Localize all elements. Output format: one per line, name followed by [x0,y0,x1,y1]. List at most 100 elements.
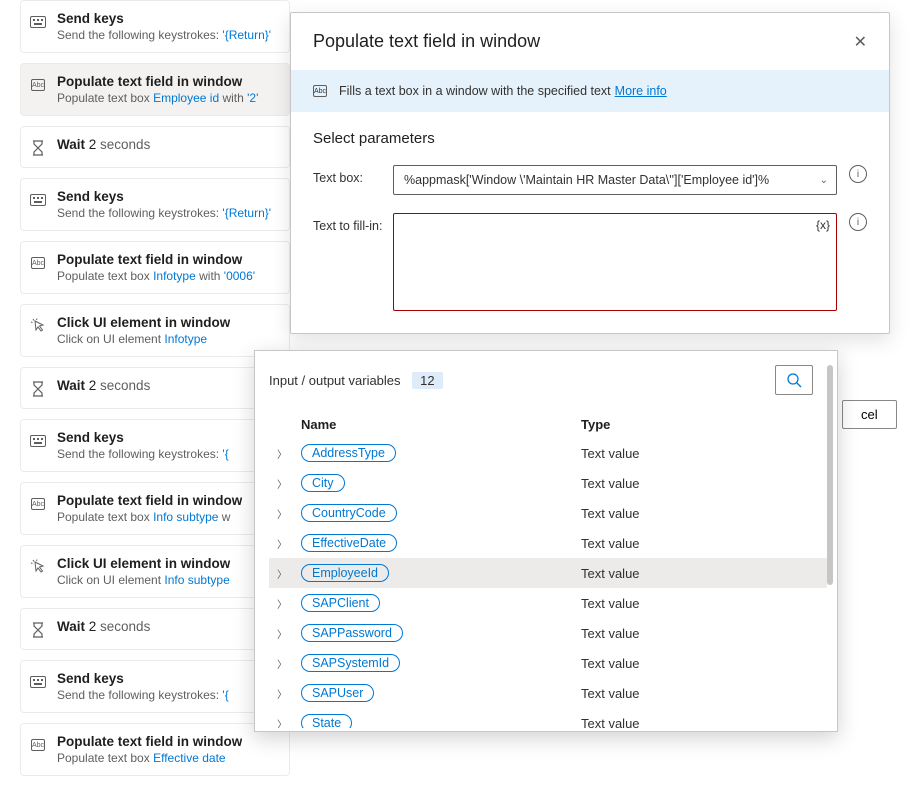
close-icon[interactable]: ✕ [854,32,867,52]
keys-icon [29,673,47,691]
flow-title: Send keys [57,430,229,445]
variable-row[interactable]: 〉EmployeeId Text value [269,558,827,588]
flow-title: Wait 2 seconds [57,619,150,634]
dialog-body: Select parameters Text box: %appmask['Wi… [291,112,889,333]
variable-row[interactable]: 〉State Text value [269,708,827,728]
populate-dialog: Populate text field in window ✕ Abc Fill… [290,12,890,334]
variable-row[interactable]: 〉SAPPassword Text value [269,618,827,648]
chevron-right-icon: 〉 [277,476,301,491]
variable-pill[interactable]: City [301,474,345,492]
info-text: Fills a text box in a window with the sp… [339,84,611,98]
variable-row[interactable]: 〉CountryCode Text value [269,498,827,528]
variable-type: Text value [581,716,819,729]
chevron-right-icon: 〉 [277,656,301,671]
click-icon [29,558,47,576]
col-name-header: Name [301,417,581,432]
chevron-right-icon: 〉 [277,716,301,729]
flow-item[interactable]: Send keys Send the following keystrokes: … [20,660,290,713]
chevron-right-icon: 〉 [277,626,301,641]
flow-item[interactable]: AbcPopulate text field in windowPopulate… [20,482,290,535]
variables-label: Input / output variables [269,373,401,388]
flow-item[interactable]: Click UI element in window Click on UI el… [20,304,290,357]
cancel-button[interactable]: cel [842,400,897,429]
variable-row[interactable]: 〉SAPClientText value [269,588,827,618]
variable-pill[interactable]: AddressType [301,444,396,462]
variable-type: Text value [581,446,819,461]
keys-icon [29,432,47,450]
variable-row[interactable]: 〉City Text value [269,468,827,498]
chevron-right-icon: 〉 [277,506,301,521]
variable-pill[interactable]: EmployeeId [301,564,389,582]
textbox-row: Text box: %appmask['Window \'Maintain HR… [313,165,867,195]
search-button[interactable] [775,365,813,395]
flow-title: Click UI element in window [57,556,230,571]
fill-textarea[interactable]: {x} [393,213,837,311]
variable-row[interactable]: 〉SAPSystemId Text value [269,648,827,678]
keys-icon [29,13,47,31]
flow-item[interactable]: Send keysSend the following keystrokes: … [20,178,290,231]
flow-item[interactable]: Send keysSend the following keystrokes: … [20,0,290,53]
variable-pill[interactable]: CountryCode [301,504,397,522]
scrollbar-thumb[interactable] [827,365,833,585]
flow-title: Populate text field in window [57,74,258,89]
flow-title: Send keys [57,671,229,686]
variable-type: Text value [581,566,819,581]
wait-icon [29,380,47,398]
flow-subtitle: Click on UI element Info subtype [57,573,230,587]
flow-subtitle: Send the following keystrokes: '{Return}… [57,206,271,220]
chevron-right-icon: 〉 [277,686,301,701]
textbox-combo[interactable]: %appmask['Window \'Maintain HR Master Da… [393,165,837,195]
info-bar: Abc Fills a text box in a window with th… [291,70,889,112]
flow-item[interactable]: Click UI element in window Click on UI el… [20,545,290,598]
variables-table-header: Name Type [269,411,827,438]
flow-item[interactable]: AbcPopulate text field in windowPopulate… [20,723,290,776]
variable-pill[interactable]: State [301,714,352,728]
variable-pill[interactable]: SAPUser [301,684,374,702]
click-icon [29,317,47,335]
variable-type: Text value [581,596,819,611]
variable-type: Text value [581,476,819,491]
wait-icon [29,139,47,157]
variable-row[interactable]: 〉EffectiveDateText value [269,528,827,558]
flow-title: Populate text field in window [57,493,242,508]
info-icon[interactable]: i [849,165,867,183]
chevron-right-icon: 〉 [277,566,301,581]
variable-pill[interactable]: SAPSystemId [301,654,400,672]
variable-type: Text value [581,506,819,521]
variable-token-button[interactable]: {x} [816,218,830,232]
populate-icon: Abc [29,76,47,94]
fill-row: Text to fill-in: {x} i [313,213,867,311]
flow-item[interactable]: Wait 2 seconds [20,608,290,650]
variable-type: Text value [581,626,819,641]
populate-icon: Abc [29,495,47,513]
flow-item[interactable]: Wait 2 seconds [20,367,290,409]
flow-subtitle: Send the following keystrokes: '{ [57,447,229,461]
variable-row[interactable]: 〉SAPUserText value [269,678,827,708]
variables-label-wrap: Input / output variables 12 [269,373,443,388]
flow-item[interactable]: AbcPopulate text field in windowPopulate… [20,241,290,294]
flow-item[interactable]: Wait 2 seconds [20,126,290,168]
variable-pill[interactable]: SAPClient [301,594,380,612]
flow-subtitle: Click on UI element Infotype [57,332,230,346]
flow-title: Populate text field in window [57,252,255,267]
variables-header: Input / output variables 12 [269,365,827,395]
textbox-control: %appmask['Window \'Maintain HR Master Da… [393,165,837,195]
info-icon[interactable]: i [849,213,867,231]
flow-title: Click UI element in window [57,315,230,330]
populate-icon: Abc [29,254,47,272]
variable-pill[interactable]: SAPPassword [301,624,403,642]
flow-subtitle: Send the following keystrokes: '{Return}… [57,28,271,42]
flow-title: Wait 2 seconds [57,137,150,152]
textbox-icon: Abc [313,85,327,97]
variable-type: Text value [581,656,819,671]
fill-label: Text to fill-in: [313,213,393,311]
variable-pill[interactable]: EffectiveDate [301,534,397,552]
dialog-header: Populate text field in window ✕ [291,13,889,70]
flow-subtitle: Send the following keystrokes: '{ [57,688,229,702]
chevron-down-icon: ⌄ [820,175,828,186]
flow-item[interactable]: AbcPopulate text field in windowPopulate… [20,63,290,116]
more-info-link[interactable]: More info [615,84,667,98]
flow-item[interactable]: Send keys Send the following keystrokes: … [20,419,290,472]
textbox-label: Text box: [313,165,393,195]
variable-row[interactable]: 〉AddressTypeText value [269,438,827,468]
